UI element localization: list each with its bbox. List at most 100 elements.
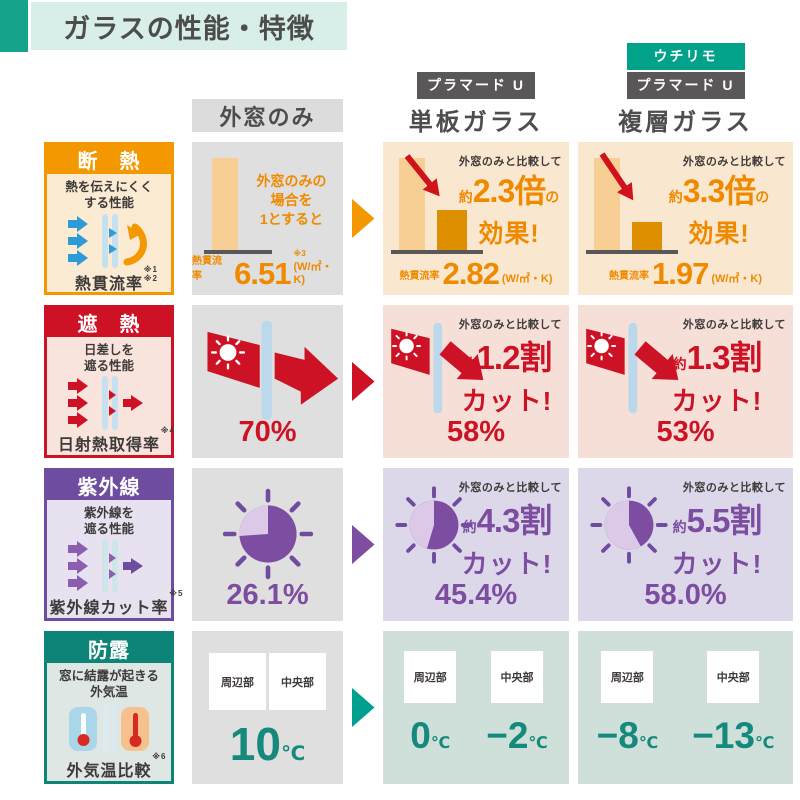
metric-value-line: 熱貫流率 1.97 (W/㎡・K) (608, 255, 763, 291)
row-dew: 防露 窓に結露が起きる 外気温 外気温比較 ※6 (44, 631, 793, 784)
row-description: 日差しを 遮る性能 (83, 343, 134, 374)
compare-note: 外窓のみと比較して (458, 482, 562, 494)
row-label-uv: 紫外線 紫外線を 遮る性能 紫外線カット率 ※5 (44, 468, 184, 621)
sun-pie-graphic (395, 486, 473, 564)
cell-dew-single: 周辺部 0℃ 中央部 −2℃ (383, 631, 569, 784)
bar-improved (632, 222, 662, 250)
footnote-mark: ※3 (293, 249, 306, 258)
row-title: 紫外線 (47, 471, 171, 500)
metric-value-line: 熱貫流率 6.51 ※3 (W/㎡・K) (192, 249, 343, 289)
center-label: 中央部 (491, 651, 543, 703)
sun-pie-graphic (590, 486, 668, 564)
chart-baseline (204, 250, 272, 254)
cell-uv-outer: 26.1% (192, 468, 343, 621)
cell-uv-single: 外窓のみと比較して 約4.3割 カット! 45.4% (383, 468, 569, 621)
effect-callout: 約2.3倍の 効果! (458, 173, 560, 248)
sun-pie-graphic (222, 488, 313, 580)
column-name: 複層ガラス (618, 109, 753, 136)
cell-uv-double: 外窓のみと比較して 約5.5割 カット! 58.0% (578, 468, 793, 621)
shade-icon (65, 375, 153, 431)
flow-arrow-zone (343, 631, 383, 784)
row-description: 熱を伝えにくく する性能 (65, 180, 153, 211)
unit: ℃ (638, 735, 659, 752)
dew-temperature-edge: −8℃ (596, 715, 659, 756)
cell-shade-single: 外窓のみと比較して 約1.2割 カット! 58% (383, 305, 569, 458)
row-metric: 紫外線カット率 ※5 (49, 588, 184, 617)
thermometer-icon (65, 701, 153, 757)
cell-dew-double: 周辺部 −8℃ 中央部 −13℃ (578, 631, 793, 784)
sun-arrow-graphic (391, 322, 484, 414)
footnote-marks: ※6 (152, 751, 167, 761)
row-metric: 日射熱取得率 ※4 (57, 425, 175, 454)
bar-reference (212, 158, 238, 250)
shgc-value: 53% (656, 416, 715, 448)
cell-insulation-outer: 外窓のみの 場合を 1とすると 熱貫流率 6.51 ※3 (W/㎡・K) (192, 142, 343, 295)
column-header-outer-window: 外窓のみ (192, 99, 343, 132)
row-label-insulation: 断 熱 熱を伝えにくく する性能 (44, 142, 174, 295)
compare-note: 外窓のみと比較して (682, 482, 786, 494)
row-title: 断 熱 (47, 145, 171, 174)
row-title: 防露 (47, 634, 171, 663)
reference-note: 外窓のみの 場合を 1とすると (256, 173, 327, 227)
cut-callout: 約1.3割 カット! (671, 339, 763, 416)
row-insulation: 断 熱 熱を伝えにくく する性能 (44, 142, 793, 295)
column-header-single-glass: プラマード U 単板ガラス (383, 72, 569, 137)
footnote-marks: ※5 (169, 588, 184, 598)
uv-cut-value: 45.4% (434, 579, 518, 611)
sun-arrow-graphic (586, 322, 679, 414)
center-label: 中央部 (269, 653, 326, 710)
row-uv: 紫外線 紫外線を 遮る性能 紫外線カット率 ※5 (44, 468, 793, 621)
brand-badge-plamard: プラマード U (417, 72, 535, 99)
bar-chart-double (586, 150, 678, 254)
footnote-marks: ※4 (160, 425, 175, 435)
effect-callout: 約3.3倍の 効果! (668, 173, 770, 248)
cell-insulation-single: 外窓のみと比較して 約2.3倍の 効果! 熱貫流率 2.82 (W/㎡・K) (383, 142, 569, 295)
row-shade: 遮 熱 日差しを 遮る性能 日射熱取得率 ※4 (44, 305, 793, 458)
compare-note: 外窓のみと比較して (458, 156, 562, 168)
sun-arrow-graphic (207, 320, 339, 420)
cell-insulation-double: 外窓のみと比較して 約3.3倍の 効果! 熱貫流率 1.97 (W/㎡・K) (578, 142, 793, 295)
unit: ℃ (754, 735, 775, 752)
unit: (W/㎡・K) (293, 261, 333, 286)
cut-callout: 約5.5割 カット! (671, 502, 763, 579)
cut-callout: 約1.2割 カット! (461, 339, 553, 416)
position-labels: 周辺部 中央部 (209, 653, 326, 710)
down-arrow-icon (599, 152, 634, 201)
row-metric: 外気温比較 ※6 (66, 751, 167, 780)
comparison-rows: 断 熱 熱を伝えにくく する性能 (44, 142, 793, 784)
insulation-icon (65, 212, 153, 270)
edge-label: 周辺部 (209, 653, 266, 710)
title-accent-square (0, 0, 28, 52)
cut-amount: 5.5割 (686, 502, 763, 539)
shgc-value: 58% (446, 416, 506, 448)
center-label: 中央部 (707, 651, 760, 703)
factor-value: 3.3倍 (682, 173, 756, 209)
unit: ℃ (528, 735, 548, 752)
column-header-double-glass: ウチリモ プラマード U 複層ガラス (578, 43, 793, 137)
right-arrow-icon (351, 198, 375, 239)
compare-note: 外窓のみと比較して (682, 319, 786, 331)
bar-improved (437, 210, 467, 250)
down-arrow-icon (404, 154, 440, 197)
cell-shade-outer: 70% (192, 305, 343, 458)
uv-icon (65, 538, 153, 594)
dew-temperature-edge: 0℃ (410, 715, 451, 756)
uv-cut-value: 58.0% (644, 579, 727, 611)
chart-baseline (391, 250, 483, 254)
cut-amount: 4.3割 (476, 502, 553, 539)
dew-temperature: 10℃ (229, 718, 306, 770)
factor-value: 2.3倍 (472, 173, 546, 209)
row-description: 窓に結露が起きる 外気温 (59, 669, 159, 700)
cut-callout: 約4.3割 カット! (461, 502, 553, 579)
bar-chart-single (391, 150, 483, 254)
unit: ℃ (430, 735, 451, 752)
row-title: 遮 熱 (47, 308, 171, 337)
unit: (W/㎡・K) (501, 273, 553, 285)
dew-temperature-center: −2℃ (486, 715, 548, 756)
cut-amount: 1.3割 (686, 339, 763, 376)
dew-values: 周辺部 0℃ 中央部 −2℃ (383, 651, 569, 757)
dew-temperature-center: −13℃ (692, 715, 775, 756)
flow-arrow-zone (343, 305, 383, 458)
row-metric: 熱貫流率 ※1 ※2 (74, 264, 158, 293)
